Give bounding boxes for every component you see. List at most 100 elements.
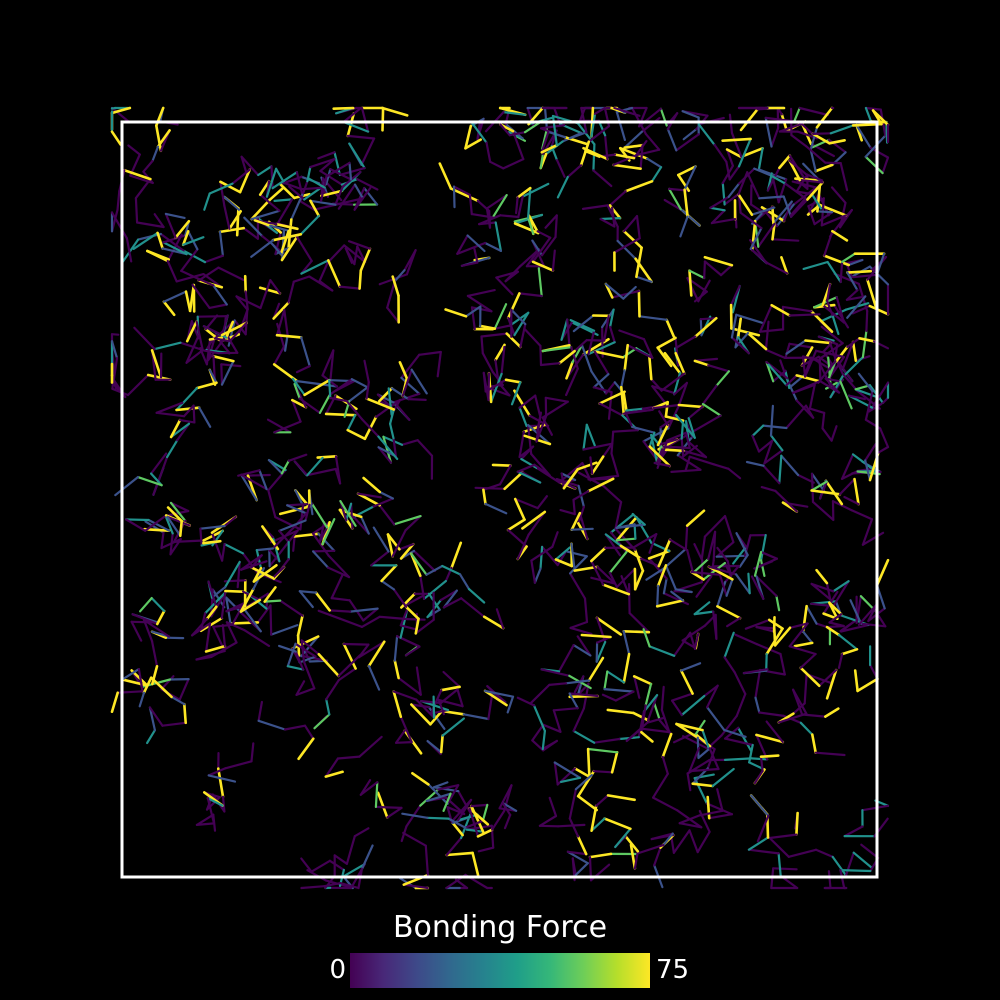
bond <box>540 545 559 567</box>
bond <box>564 367 579 397</box>
bond <box>772 867 798 871</box>
bond <box>587 477 615 481</box>
bond <box>286 665 305 671</box>
bond <box>271 566 286 580</box>
bond <box>410 552 428 576</box>
bond <box>495 276 514 296</box>
bond <box>773 626 792 647</box>
bond <box>156 609 166 626</box>
bond <box>622 215 639 233</box>
bond <box>861 518 874 546</box>
bond <box>536 495 549 510</box>
bond <box>742 668 769 675</box>
bond <box>795 190 813 196</box>
bond <box>399 542 415 560</box>
bond <box>333 854 348 865</box>
bond <box>700 535 707 561</box>
bond <box>491 809 506 831</box>
bond <box>650 832 674 841</box>
bond <box>513 222 540 235</box>
bond <box>274 222 299 231</box>
bond <box>631 512 646 526</box>
bond <box>688 455 716 466</box>
bond <box>206 796 224 807</box>
bond <box>199 524 226 530</box>
bond <box>601 583 631 596</box>
bond <box>587 124 611 143</box>
bond <box>585 423 596 447</box>
bond <box>840 453 855 480</box>
bond <box>655 599 685 608</box>
bond <box>673 381 689 396</box>
bond <box>185 320 198 343</box>
bond <box>217 767 225 799</box>
bond <box>670 699 683 717</box>
bond <box>621 347 638 359</box>
bond <box>541 416 554 436</box>
bond <box>595 640 607 663</box>
bond <box>686 549 695 575</box>
bond <box>258 286 282 295</box>
bond <box>771 222 776 241</box>
bond <box>273 198 293 202</box>
bond <box>520 458 540 470</box>
bond <box>758 304 773 333</box>
bond <box>645 157 663 169</box>
bond <box>757 439 774 453</box>
bond <box>615 110 627 141</box>
bond <box>772 200 793 225</box>
bond <box>572 314 595 333</box>
bond <box>400 439 419 446</box>
bond <box>149 676 173 699</box>
bond <box>627 582 631 615</box>
bond <box>399 592 417 609</box>
bond <box>494 343 506 362</box>
bond <box>864 443 877 462</box>
bond <box>582 146 609 161</box>
bond <box>283 724 307 731</box>
bond <box>598 402 624 417</box>
bond <box>820 325 844 345</box>
bond <box>622 285 637 300</box>
bond <box>164 514 174 535</box>
bond <box>476 828 494 838</box>
bond <box>674 413 696 439</box>
bond <box>653 461 671 468</box>
bond <box>223 196 242 213</box>
bond <box>835 296 846 324</box>
bond <box>499 214 520 219</box>
bond <box>294 642 317 658</box>
bond <box>442 597 463 609</box>
bond <box>656 423 670 447</box>
bond <box>484 689 515 698</box>
bond <box>811 132 832 135</box>
bond <box>114 476 139 497</box>
bond <box>451 821 464 837</box>
bond <box>749 227 763 250</box>
bond <box>160 531 165 550</box>
bond <box>653 702 662 722</box>
bond <box>367 640 386 668</box>
bond <box>845 295 867 301</box>
bond <box>633 548 645 573</box>
bond <box>868 304 890 316</box>
bond <box>789 197 807 217</box>
bond <box>477 846 495 853</box>
bond <box>680 662 702 672</box>
bond <box>838 478 856 496</box>
bond <box>162 300 176 317</box>
bond <box>701 384 718 406</box>
bond <box>789 198 809 218</box>
bond <box>538 814 558 827</box>
bond <box>514 497 539 510</box>
bond <box>195 381 218 390</box>
bond <box>538 824 560 828</box>
bond <box>360 106 370 133</box>
bond <box>821 411 826 430</box>
bond <box>780 255 789 275</box>
bond <box>155 124 163 153</box>
bond <box>298 655 317 664</box>
bond <box>660 708 671 734</box>
bond <box>300 336 311 368</box>
bond <box>603 134 609 161</box>
